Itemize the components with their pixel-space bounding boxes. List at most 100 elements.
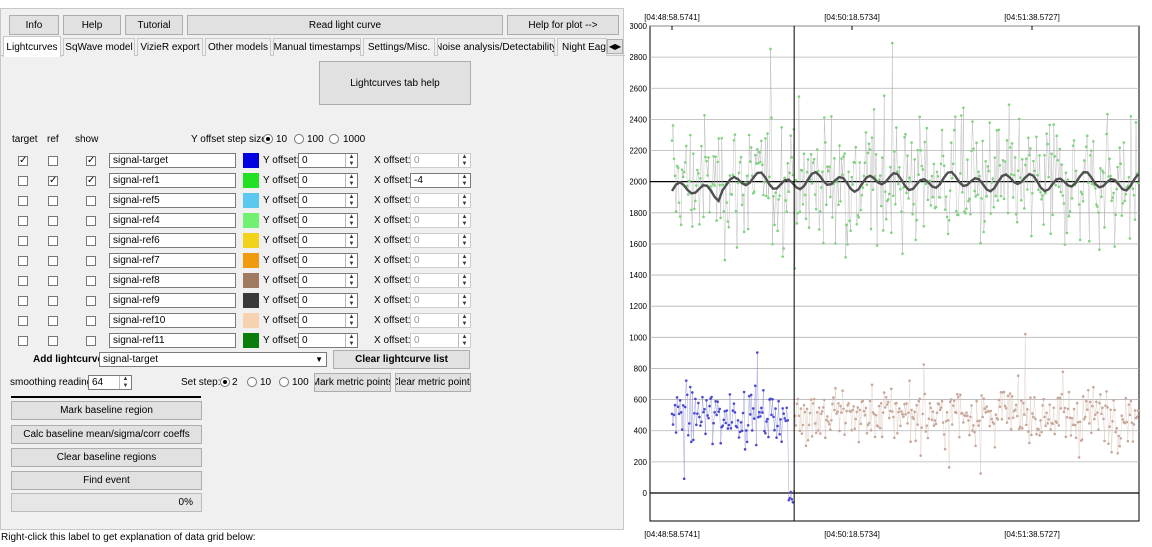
show-checkbox[interactable] [86,256,96,266]
show-checkbox[interactable] [86,316,96,326]
target-checkbox[interactable] [18,236,28,246]
show-checkbox[interactable] [86,296,96,306]
light-curve-plot[interactable]: 0 200 400 600 800 1000 1200 1400 1600 1800 2000 220… [629,8,1152,544]
x-offset-input[interactable]: 0 ▲ ▼ [410,193,471,208]
mark-baseline-region-button[interactable]: Mark baseline region [11,401,202,420]
x-offset-input[interactable]: -4 ▲ ▼ [410,173,471,188]
calc-baseline-button[interactable]: Calc baseline mean/sigma/corr coeffs [11,425,202,444]
help-button[interactable]: Help [63,15,121,35]
x-offset-spinner-icon[interactable]: ▲ ▼ [458,194,470,207]
color-swatch[interactable] [243,253,259,268]
lightcurve-name-field[interactable]: signal-ref8 [109,273,236,288]
color-swatch[interactable] [243,333,259,348]
lightcurves-tab-help-button[interactable]: Lightcurves tab help [319,61,471,105]
y-offset-input[interactable]: 0 ▲ ▼ [298,233,358,248]
data-grid-explanation-label[interactable]: Right-click this label to get explanatio… [1,532,256,543]
x-offset-input[interactable]: 0 ▲ ▼ [410,293,471,308]
clear-lightcurve-list-button[interactable]: Clear lightcurve list [333,350,470,369]
mark-metric-points-button[interactable]: Mark metric points [314,373,391,392]
clear-metric-points-button[interactable]: Clear metric points [395,373,471,392]
target-checkbox[interactable] [18,316,28,326]
x-offset-input[interactable]: 0 ▲ ▼ [410,313,471,328]
ref-checkbox[interactable] [48,236,58,246]
lightcurve-name-field[interactable]: signal-ref7 [109,253,236,268]
target-checkbox[interactable] [18,276,28,286]
tab-manual-timestamps[interactable]: Manual timestamps [273,38,361,56]
color-swatch[interactable] [243,313,259,328]
target-checkbox[interactable] [18,296,28,306]
read-light-curve-button[interactable]: Read light curve [187,15,503,35]
show-checkbox[interactable] [86,216,96,226]
tab-other-models[interactable]: Other models [205,38,271,56]
color-swatch[interactable] [243,273,259,288]
show-checkbox[interactable] [86,276,96,286]
lightcurve-name-field[interactable]: signal-target [109,153,236,168]
set-step-radio-100[interactable] [279,377,289,387]
y-offset-spinner-icon[interactable]: ▲ ▼ [345,294,357,307]
lightcurve-name-field[interactable]: signal-ref1 [109,173,236,188]
x-offset-input[interactable]: 0 ▲ ▼ [410,153,471,168]
y-offset-spinner-icon[interactable]: ▲ ▼ [345,274,357,287]
y-offset-spinner-icon[interactable]: ▲ ▼ [345,314,357,327]
ref-checkbox[interactable] [48,276,58,286]
target-checkbox[interactable] [18,196,28,206]
x-offset-spinner-icon[interactable]: ▲ ▼ [458,174,470,187]
y-step-radio-100[interactable] [294,134,304,144]
x-offset-input[interactable]: 0 ▲ ▼ [410,333,471,348]
lightcurve-name-field[interactable]: signal-ref11 [109,333,236,348]
x-offset-spinner-icon[interactable]: ▲ ▼ [458,334,470,347]
tutorial-button[interactable]: Tutorial [125,15,183,35]
y-step-radio-1000[interactable] [329,134,339,144]
tab-sqwave-model[interactable]: SqWave model [63,38,135,56]
lightcurve-name-field[interactable]: signal-ref4 [109,213,236,228]
ref-checkbox[interactable] [48,156,58,166]
find-event-button[interactable]: Find event [11,471,202,490]
ref-checkbox[interactable] [48,216,58,226]
y-offset-input[interactable]: 0 ▲ ▼ [298,273,358,288]
lightcurve-name-field[interactable]: signal-ref10 [109,313,236,328]
x-offset-spinner-icon[interactable]: ▲ ▼ [458,274,470,287]
smoothing-input[interactable]: 64 ▲ ▼ [88,375,132,390]
set-step-radio-2[interactable] [220,377,230,387]
x-offset-spinner-icon[interactable]: ▲ ▼ [458,254,470,267]
y-offset-input[interactable]: 0 ▲ ▼ [298,153,358,168]
y-offset-input[interactable]: 0 ▲ ▼ [298,313,358,328]
y-offset-input[interactable]: 0 ▲ ▼ [298,173,358,188]
ref-checkbox[interactable] [48,256,58,266]
ref-checkbox[interactable] [48,316,58,326]
tab-noise-analysis[interactable]: Noise analysis/Detectability [437,38,555,56]
y-offset-spinner-icon[interactable]: ▲ ▼ [345,154,357,167]
show-checkbox[interactable] [86,336,96,346]
tab-night-eagle[interactable]: Night Eagle [557,38,607,56]
x-offset-spinner-icon[interactable]: ▲ ▼ [458,214,470,227]
tab-settings-misc[interactable]: Settings/Misc. [363,38,435,56]
show-checkbox[interactable]: ✓ [86,155,96,166]
ref-checkbox[interactable] [48,336,58,346]
x-offset-input[interactable]: 0 ▲ ▼ [410,273,471,288]
color-swatch[interactable] [243,173,259,188]
x-offset-spinner-icon[interactable]: ▲ ▼ [458,234,470,247]
help-for-plot-button[interactable]: Help for plot --> [507,15,619,35]
target-checkbox[interactable] [18,256,28,266]
target-checkbox[interactable]: ✓ [18,155,28,166]
color-swatch[interactable] [243,193,259,208]
y-offset-spinner-icon[interactable]: ▲ ▼ [345,194,357,207]
ref-checkbox[interactable]: ✓ [48,175,58,186]
show-checkbox[interactable] [86,236,96,246]
tab-vizier-export[interactable]: VizieR export [137,38,203,56]
tab-lightcurves[interactable]: Lightcurves [3,36,61,57]
plot-canvas[interactable]: 0 200 400 600 800 1000 1200 1400 1600 1800 2000 220… [629,8,1152,544]
y-step-radio-10[interactable] [263,134,273,144]
color-swatch[interactable] [243,233,259,248]
info-button[interactable]: Info [9,15,59,35]
x-offset-spinner-icon[interactable]: ▲ ▼ [458,314,470,327]
target-checkbox[interactable] [18,176,28,186]
lightcurve-name-field[interactable]: signal-ref9 [109,293,236,308]
y-offset-input[interactable]: 0 ▲ ▼ [298,193,358,208]
target-checkbox[interactable] [18,336,28,346]
y-offset-input[interactable]: 0 ▲ ▼ [298,293,358,308]
ref-checkbox[interactable] [48,196,58,206]
x-offset-input[interactable]: 0 ▲ ▼ [410,253,471,268]
target-checkbox[interactable] [18,216,28,226]
x-offset-spinner-icon[interactable]: ▲ ▼ [458,154,470,167]
